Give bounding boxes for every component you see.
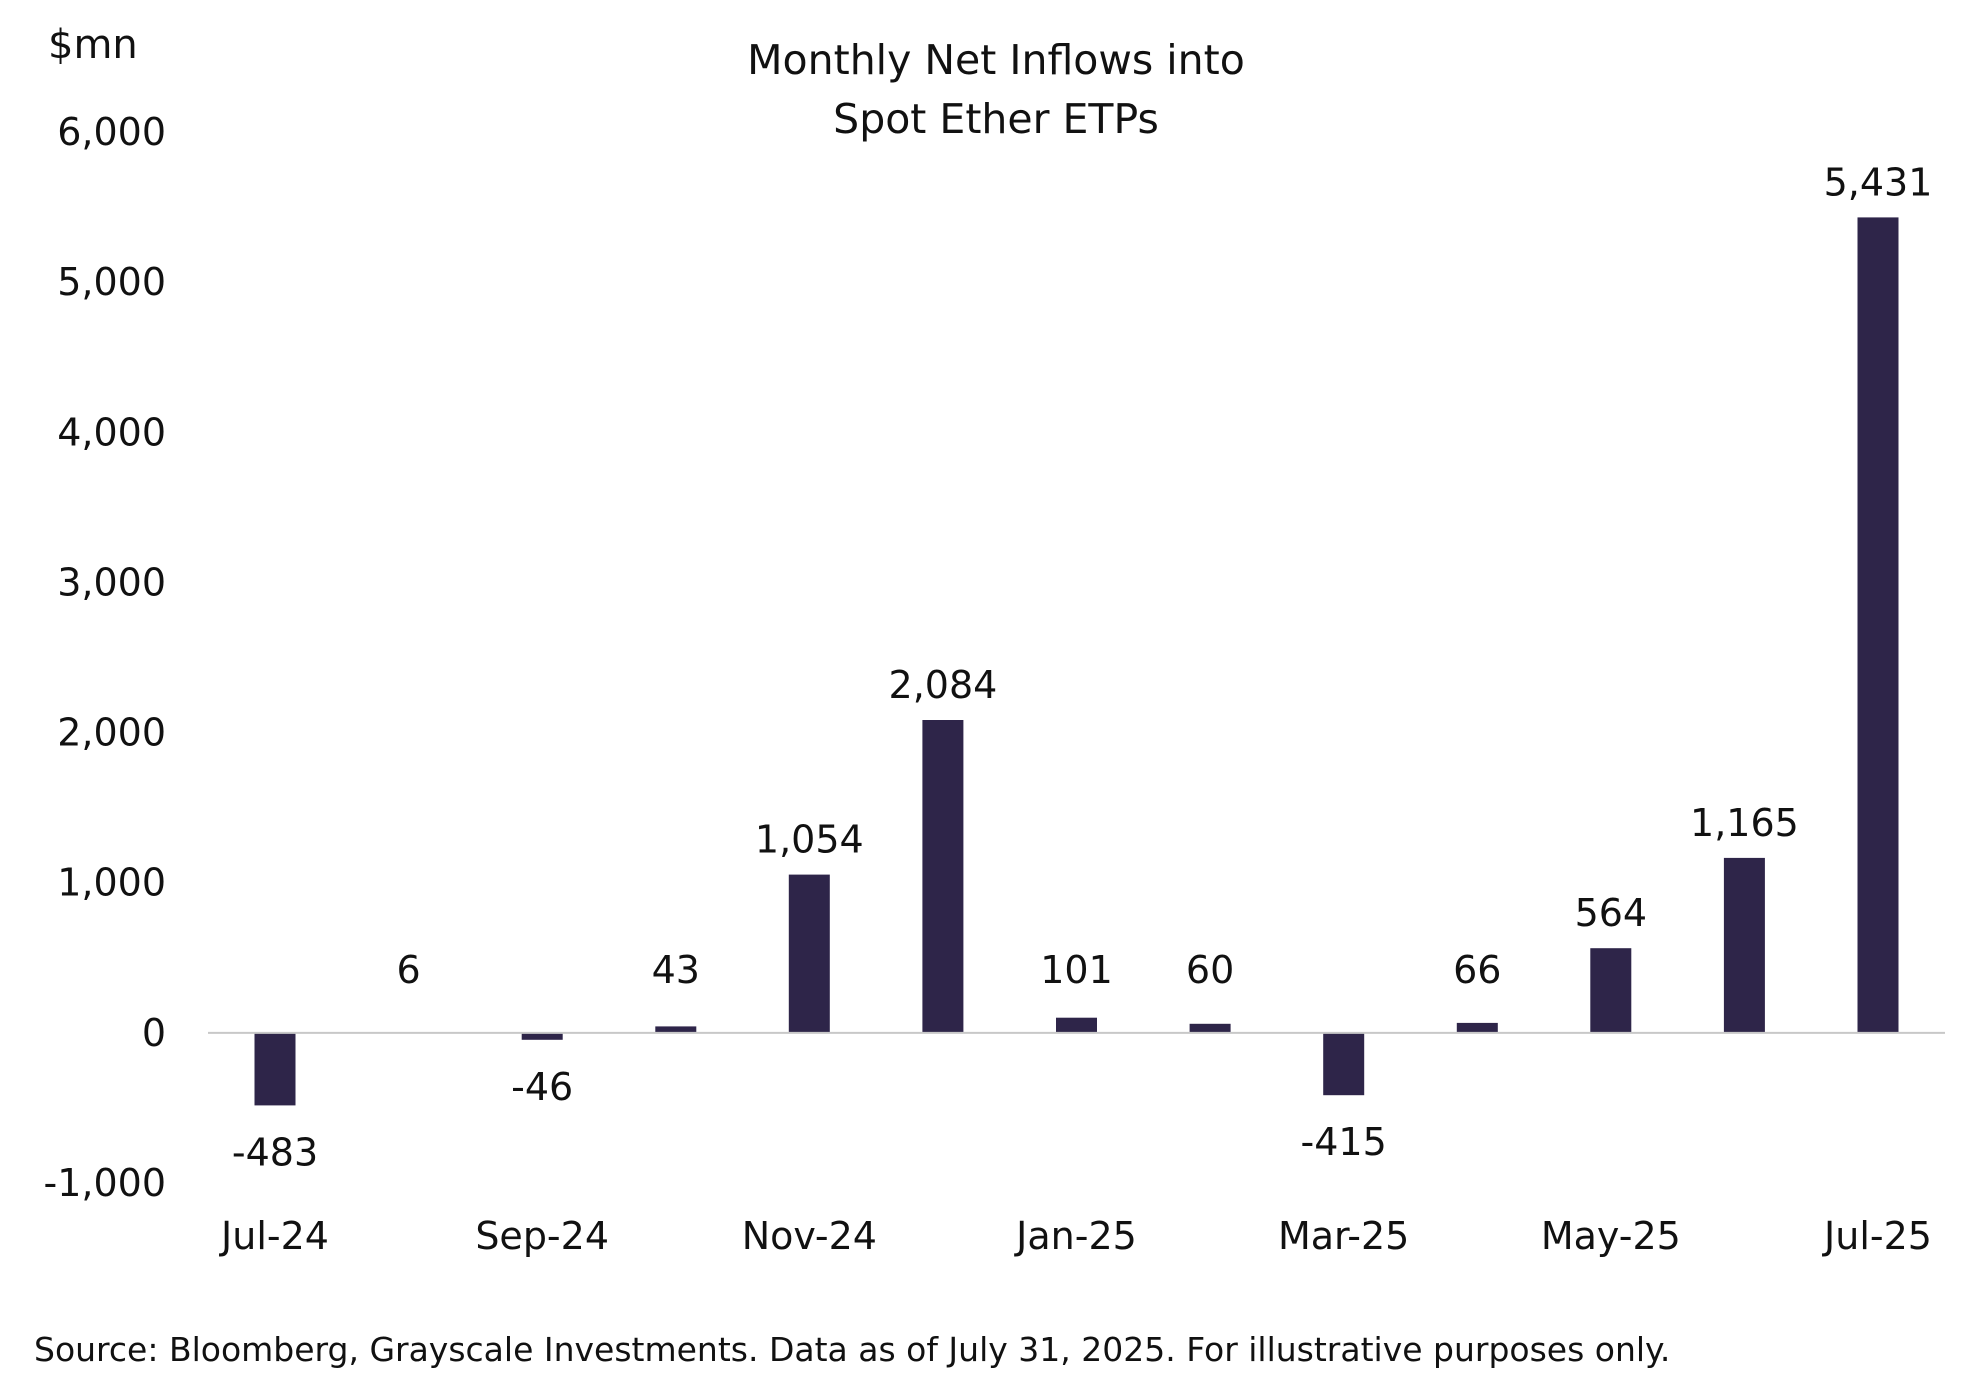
x-tick-label: Jul-24 [219,1214,329,1258]
x-axis-ticks: Jul-24 Sep-24 Nov-24 Jan-25 Mar-25 May-25 Jul-… [219,1214,1932,1258]
y-tick-label: 3,000 [57,560,166,604]
source-note: Source: Bloomberg, Grayscale Investments… [34,1330,1671,1369]
data-label: 66 [1453,948,1501,992]
y-tick-label: 1,000 [57,861,166,905]
x-tick-label: Nov-24 [742,1214,877,1258]
data-label: 60 [1186,948,1234,992]
bar-may-25 [1590,948,1632,1033]
y-axis-unit-label: $mn [48,22,138,68]
bar-feb-25 [1189,1023,1231,1033]
data-labels: -483 6 -46 43 1,054 2,084 101 60 -415 66 564 1,165 5… [232,160,1933,1174]
data-label: 101 [1040,948,1113,992]
bar-nov-24 [788,874,830,1033]
x-tick-label: Sep-24 [475,1214,609,1258]
x-tick-label: Mar-25 [1278,1214,1409,1258]
bar-jul-24 [254,1032,296,1106]
data-label: -415 [1301,1120,1387,1164]
data-label: 6 [396,948,420,992]
y-tick-label: 6,000 [57,110,166,154]
x-tick-label: Jan-25 [1014,1214,1137,1258]
y-axis-ticks: 6,000 5,000 4,000 3,000 2,000 1,000 0 -1,000 [44,110,167,1205]
y-tick-label: -1,000 [44,1161,167,1205]
y-tick-label: 4,000 [57,410,166,454]
bar-oct-24 [655,1026,697,1033]
chart-title-line-2: Spot Ether ETPs [833,95,1159,143]
data-label: 564 [1575,891,1648,935]
bar-dec-24 [922,720,964,1033]
y-tick-label: 0 [142,1011,166,1055]
y-tick-label: 5,000 [57,260,166,304]
data-label: -46 [511,1065,573,1109]
data-label: 1,054 [755,818,864,862]
data-label: -483 [232,1130,318,1174]
x-tick-label: Jul-25 [1822,1214,1932,1258]
data-label: 5,431 [1824,160,1933,204]
data-label: 2,084 [889,663,998,707]
data-label: 1,165 [1690,801,1799,845]
bar-apr-25 [1456,1022,1498,1033]
bar-jun-25 [1723,857,1765,1033]
bar-jul-25 [1857,217,1899,1033]
bar-mar-25 [1323,1032,1365,1096]
data-label: 43 [652,948,700,992]
x-tick-label: May-25 [1541,1214,1681,1258]
chart-title-line-1: Monthly Net Inflows into [747,36,1245,84]
y-tick-label: 2,000 [57,711,166,755]
bar-jan-25 [1056,1017,1097,1033]
bars [254,217,1899,1106]
bar-sep-24 [521,1032,563,1040]
